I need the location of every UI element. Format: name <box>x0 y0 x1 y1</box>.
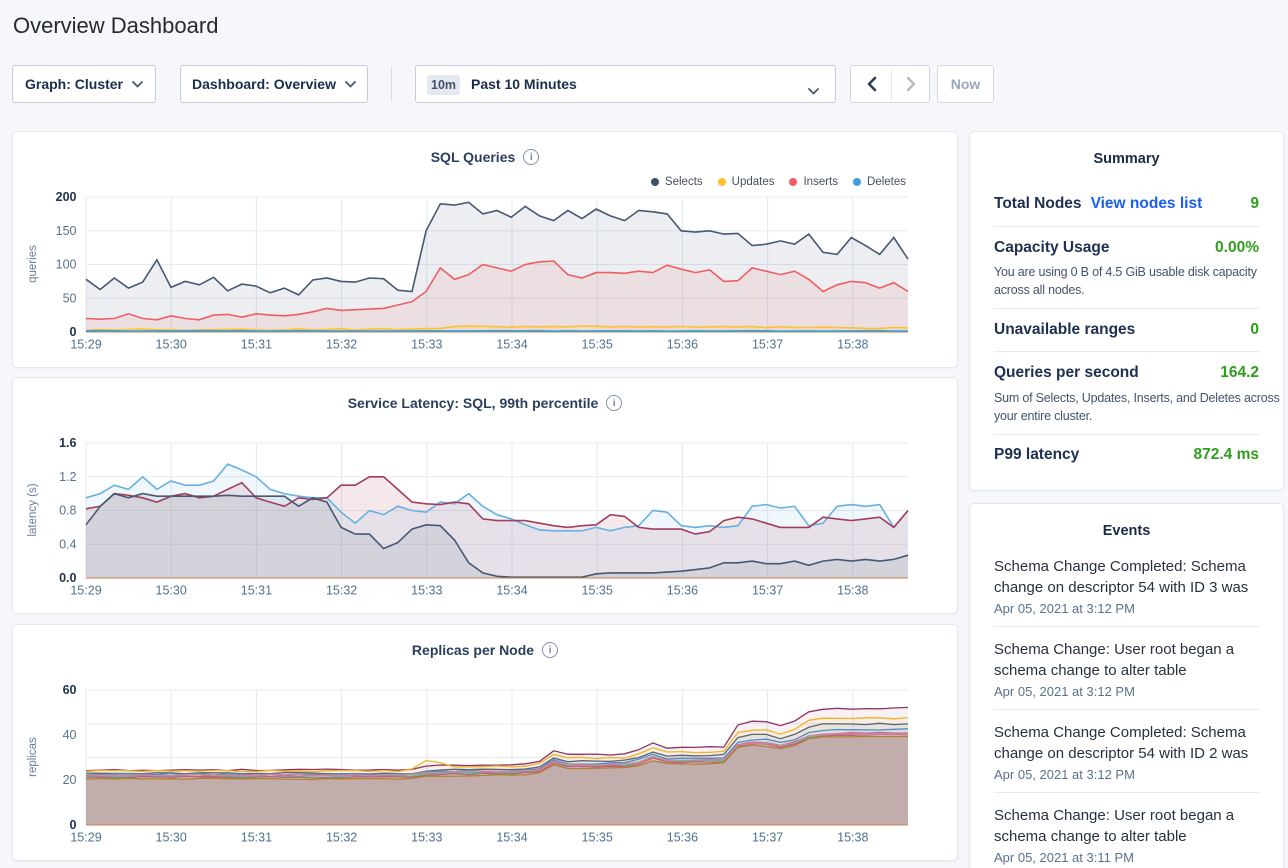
svg-text:15:38: 15:38 <box>837 584 868 598</box>
svg-text:0.4: 0.4 <box>59 537 76 551</box>
svg-text:0.0: 0.0 <box>59 571 76 585</box>
svg-text:15:36: 15:36 <box>667 584 698 598</box>
svg-text:0: 0 <box>70 325 77 339</box>
svg-text:15:31: 15:31 <box>241 338 272 352</box>
svg-text:15:35: 15:35 <box>582 831 613 845</box>
svg-text:15:29: 15:29 <box>70 831 101 845</box>
svg-text:15:32: 15:32 <box>326 831 357 845</box>
svg-text:latency (s): latency (s) <box>27 483 39 536</box>
svg-text:15:30: 15:30 <box>156 831 187 845</box>
svg-text:200: 200 <box>56 190 77 204</box>
svg-text:queries: queries <box>27 245 39 283</box>
svg-text:replicas: replicas <box>27 737 39 777</box>
svg-text:0.8: 0.8 <box>59 504 76 518</box>
svg-text:15:31: 15:31 <box>241 831 272 845</box>
svg-text:15:36: 15:36 <box>667 338 698 352</box>
svg-text:15:38: 15:38 <box>837 831 868 845</box>
svg-text:15:37: 15:37 <box>752 584 783 598</box>
svg-text:50: 50 <box>63 291 77 305</box>
svg-text:15:37: 15:37 <box>752 338 783 352</box>
svg-text:15:30: 15:30 <box>156 338 187 352</box>
svg-text:15:35: 15:35 <box>582 338 613 352</box>
svg-text:15:34: 15:34 <box>496 338 527 352</box>
svg-text:0: 0 <box>70 818 77 832</box>
svg-text:40: 40 <box>63 728 77 742</box>
svg-text:15:29: 15:29 <box>70 584 101 598</box>
svg-text:20: 20 <box>63 773 77 787</box>
svg-text:1.6: 1.6 <box>59 436 76 450</box>
svg-text:15:35: 15:35 <box>582 584 613 598</box>
svg-text:1.2: 1.2 <box>59 470 76 484</box>
svg-text:15:30: 15:30 <box>156 584 187 598</box>
svg-text:15:29: 15:29 <box>70 338 101 352</box>
svg-text:15:34: 15:34 <box>496 831 527 845</box>
svg-text:15:37: 15:37 <box>752 831 783 845</box>
svg-text:15:36: 15:36 <box>667 831 698 845</box>
svg-text:15:32: 15:32 <box>326 584 357 598</box>
svg-text:15:33: 15:33 <box>411 338 442 352</box>
svg-text:60: 60 <box>63 683 77 697</box>
svg-text:15:33: 15:33 <box>411 831 442 845</box>
svg-text:15:34: 15:34 <box>496 584 527 598</box>
svg-text:15:33: 15:33 <box>411 584 442 598</box>
svg-text:100: 100 <box>56 258 77 272</box>
svg-text:15:31: 15:31 <box>241 584 272 598</box>
svg-text:150: 150 <box>56 224 77 238</box>
svg-text:15:32: 15:32 <box>326 338 357 352</box>
svg-text:15:38: 15:38 <box>837 338 868 352</box>
